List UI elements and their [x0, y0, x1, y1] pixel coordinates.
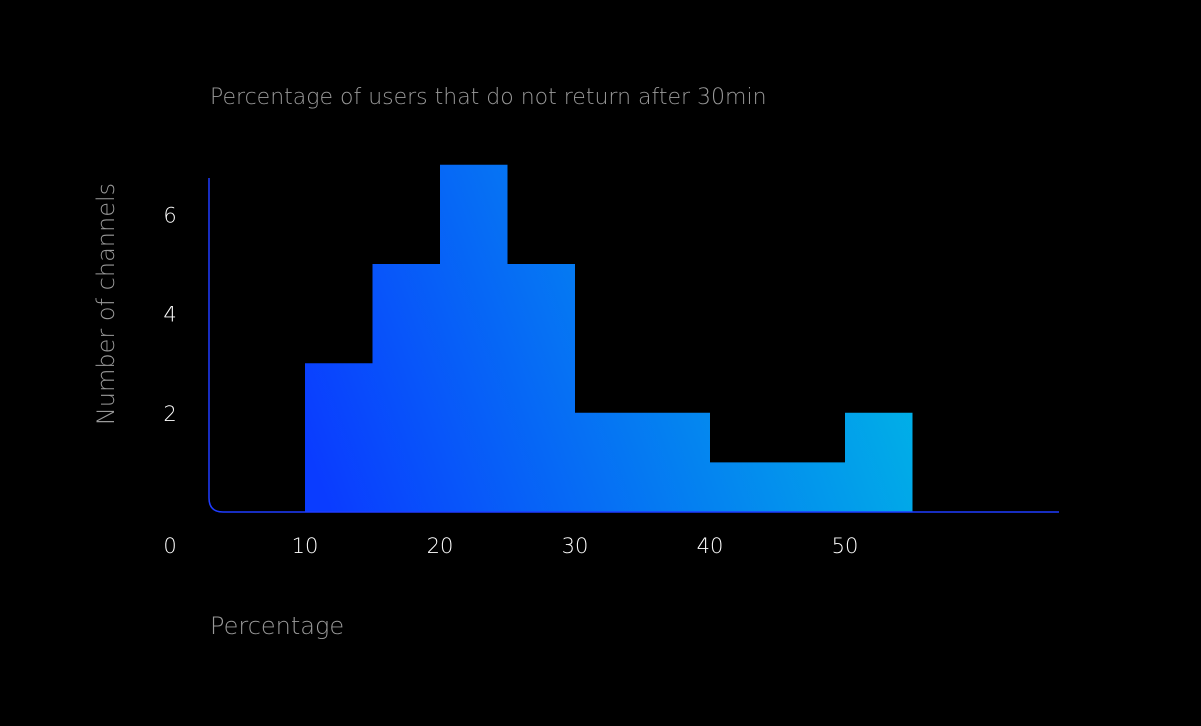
histogram-bar-7 [778, 462, 846, 512]
histogram-bar-5 [643, 413, 711, 512]
histogram-bar-1 [373, 264, 441, 512]
histogram-shape [305, 164, 913, 513]
x-tick-label: 50 [832, 534, 859, 558]
y-tick-label: 6 [163, 203, 176, 227]
histogram-bar-4 [575, 413, 643, 512]
chart-title: Percentage of users that do not return a… [210, 85, 767, 110]
histogram-bar-2 [440, 165, 508, 512]
axis-line [208, 178, 1059, 513]
histogram-bar-6 [710, 462, 778, 512]
histogram-bar-3 [508, 264, 576, 512]
histogram-bar-8 [845, 413, 913, 512]
y-axis-label: Number of channels [92, 183, 120, 425]
histogram-bar-0 [305, 363, 373, 512]
x-tick-labels: 0 10 20 30 40 50 [163, 534, 858, 558]
x-tick-label: 10 [292, 534, 319, 558]
x-axis-label: Percentage [210, 612, 344, 640]
x-tick-label: 20 [427, 534, 454, 558]
y-tick-label: 4 [163, 303, 176, 327]
y-tick-label: 2 [163, 402, 176, 426]
x-tick-label: 0 [163, 534, 176, 558]
x-tick-label: 30 [562, 534, 589, 558]
y-tick-labels: 2 4 6 [163, 203, 176, 425]
x-tick-label: 40 [697, 534, 724, 558]
histogram-bars [305, 164, 913, 513]
